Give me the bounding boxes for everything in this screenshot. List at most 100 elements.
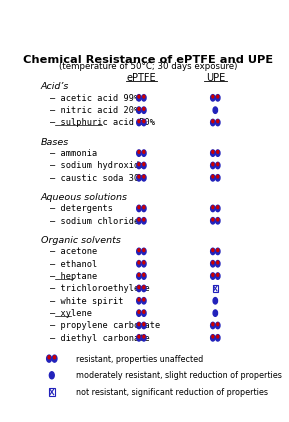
Circle shape <box>212 273 214 276</box>
Circle shape <box>138 206 140 208</box>
Circle shape <box>48 356 50 359</box>
Circle shape <box>137 119 141 126</box>
Circle shape <box>211 175 215 181</box>
Circle shape <box>137 150 141 156</box>
Circle shape <box>142 260 146 267</box>
Circle shape <box>137 248 141 254</box>
Circle shape <box>137 322 141 329</box>
Text: – ammonia: – ammonia <box>50 149 97 158</box>
Circle shape <box>216 260 220 267</box>
Circle shape <box>217 163 219 166</box>
Text: – sodium hydroxide: – sodium hydroxide <box>50 161 144 170</box>
Circle shape <box>142 248 146 254</box>
Circle shape <box>142 322 146 329</box>
Circle shape <box>217 323 219 326</box>
Circle shape <box>217 273 219 276</box>
Text: ePTFE: ePTFE <box>127 73 156 84</box>
Circle shape <box>211 273 215 279</box>
Circle shape <box>211 150 215 156</box>
Circle shape <box>143 261 145 264</box>
Circle shape <box>212 261 214 264</box>
Circle shape <box>137 273 141 279</box>
Text: moderately resistant, slight reduction of properties: moderately resistant, slight reduction o… <box>76 371 282 380</box>
Circle shape <box>211 119 215 126</box>
Circle shape <box>142 273 146 279</box>
Circle shape <box>217 335 219 338</box>
Circle shape <box>211 335 215 341</box>
Circle shape <box>217 151 219 153</box>
Text: (temperature of 50°C; 30 days exposure): (temperature of 50°C; 30 days exposure) <box>59 62 237 71</box>
Circle shape <box>138 120 140 123</box>
Circle shape <box>212 151 214 153</box>
Circle shape <box>143 323 145 326</box>
Circle shape <box>217 261 219 264</box>
Bar <box>213 285 218 292</box>
Circle shape <box>216 218 220 224</box>
Circle shape <box>138 151 140 153</box>
Text: – xylene: – xylene <box>50 309 92 318</box>
Circle shape <box>211 205 215 212</box>
Text: – nitric acid 20%: – nitric acid 20% <box>50 106 139 115</box>
Circle shape <box>143 151 145 153</box>
Circle shape <box>211 248 215 254</box>
Circle shape <box>216 162 220 169</box>
Circle shape <box>142 298 146 304</box>
Circle shape <box>143 120 145 123</box>
Circle shape <box>53 356 55 359</box>
Text: – acetic acid 99%: – acetic acid 99% <box>50 94 139 103</box>
Circle shape <box>216 150 220 156</box>
Circle shape <box>143 311 145 313</box>
Circle shape <box>52 355 57 362</box>
Circle shape <box>143 206 145 208</box>
Circle shape <box>217 206 219 208</box>
Circle shape <box>137 285 141 292</box>
Circle shape <box>142 310 146 316</box>
Text: – sodium chloride: – sodium chloride <box>50 216 139 225</box>
Circle shape <box>138 218 140 221</box>
Circle shape <box>47 355 51 362</box>
Circle shape <box>212 120 214 123</box>
Circle shape <box>138 108 140 110</box>
Circle shape <box>137 175 141 181</box>
Circle shape <box>137 298 141 304</box>
Circle shape <box>142 150 146 156</box>
Text: not resistant, significant reduction of properties: not resistant, significant reduction of … <box>76 388 268 397</box>
Circle shape <box>212 95 214 98</box>
Text: Acid’s: Acid’s <box>40 82 69 92</box>
Circle shape <box>138 286 140 289</box>
Text: – detergents: – detergents <box>50 204 112 213</box>
Circle shape <box>137 335 141 341</box>
Circle shape <box>137 260 141 267</box>
Circle shape <box>138 163 140 166</box>
Text: – caustic soda 30%: – caustic soda 30% <box>50 173 144 183</box>
Text: Bases: Bases <box>40 138 69 147</box>
Text: – acetone: – acetone <box>50 247 97 256</box>
Circle shape <box>138 323 140 326</box>
Text: Organic solvents: Organic solvents <box>40 236 121 245</box>
Circle shape <box>212 249 214 252</box>
Circle shape <box>217 120 219 123</box>
Circle shape <box>137 310 141 316</box>
Circle shape <box>138 273 140 276</box>
Circle shape <box>211 218 215 224</box>
Text: resistant, properties unaffected: resistant, properties unaffected <box>76 355 204 364</box>
Circle shape <box>143 163 145 166</box>
Circle shape <box>216 248 220 254</box>
Circle shape <box>212 163 214 166</box>
Circle shape <box>137 162 141 169</box>
Text: – heptane: – heptane <box>50 272 97 281</box>
Circle shape <box>138 335 140 338</box>
Circle shape <box>143 286 145 289</box>
Text: Aqueous solutions: Aqueous solutions <box>40 193 128 202</box>
Circle shape <box>142 285 146 292</box>
Circle shape <box>143 298 145 301</box>
Bar <box>49 388 55 396</box>
Circle shape <box>137 218 141 224</box>
Circle shape <box>138 95 140 98</box>
Circle shape <box>216 205 220 212</box>
Circle shape <box>137 205 141 212</box>
Circle shape <box>216 322 220 329</box>
Circle shape <box>211 162 215 169</box>
Circle shape <box>213 107 218 114</box>
Circle shape <box>142 95 146 101</box>
